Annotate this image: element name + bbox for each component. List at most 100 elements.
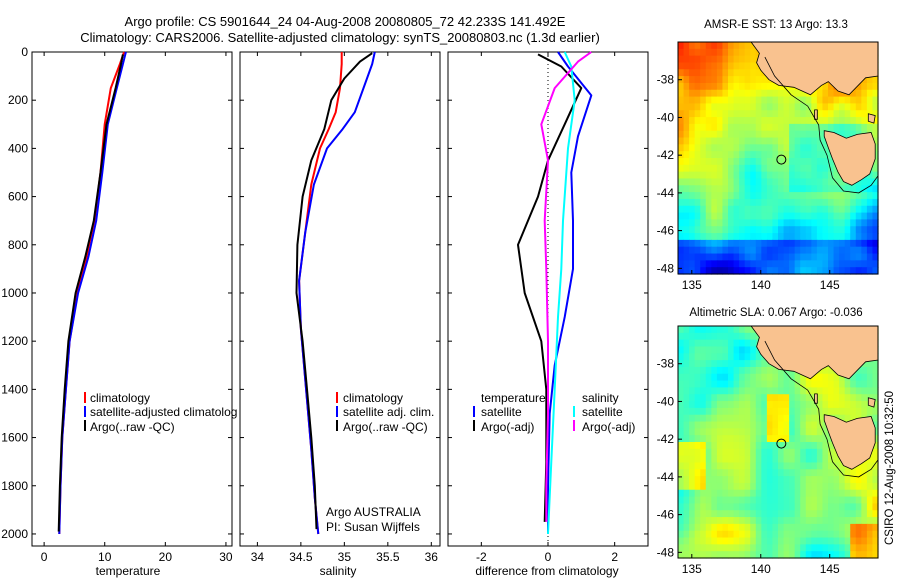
map-cell xyxy=(800,137,807,145)
map-cell xyxy=(689,137,696,145)
map-cell xyxy=(789,523,796,532)
map-cell xyxy=(855,185,862,193)
map-cell xyxy=(839,130,846,139)
map-cell xyxy=(855,530,862,539)
map-cell xyxy=(872,219,879,227)
map-cell xyxy=(861,253,868,261)
map-cell xyxy=(778,503,785,511)
map-cell xyxy=(744,421,751,429)
legend-label-satellite: satellite adj. clim. xyxy=(343,405,434,419)
legend-label-satellite: satellite-adjusted climatolog xyxy=(90,405,237,419)
y-tick-label: 1400 xyxy=(1,382,28,396)
map-cell xyxy=(872,360,879,368)
temperature-axes-frame xyxy=(31,51,233,547)
map-cell xyxy=(678,476,685,484)
difference-legend: temperature satellite Argo(-adj) salinit… xyxy=(473,391,635,434)
map-cell xyxy=(711,523,718,532)
map-cell xyxy=(761,551,768,559)
map-cell xyxy=(700,144,707,152)
map-cell xyxy=(844,476,851,484)
map-cell xyxy=(683,387,690,395)
map-cell xyxy=(739,421,746,429)
map-cell xyxy=(783,192,790,200)
map-cell xyxy=(716,414,724,423)
map-cell xyxy=(816,226,824,234)
map-cell xyxy=(839,496,846,505)
x-tick-label: 35 xyxy=(338,550,352,564)
map-cell xyxy=(683,442,690,450)
map-cell xyxy=(778,226,785,234)
map-cell xyxy=(872,476,879,484)
map-cell xyxy=(744,82,751,91)
map-cell xyxy=(850,130,857,139)
series-line-satellite-adj-clim xyxy=(298,51,376,535)
y-tick-label: -38 xyxy=(657,357,675,371)
map-cell xyxy=(805,233,812,241)
map-cell xyxy=(722,353,729,361)
map-cell xyxy=(811,96,818,105)
map-cell xyxy=(872,401,879,409)
map-cell xyxy=(733,551,740,559)
map-cell xyxy=(744,267,751,275)
map-cell xyxy=(866,239,874,248)
map-cell xyxy=(711,246,718,255)
map-cell xyxy=(689,510,696,518)
temperature-panel: 0 10 20 30020040060080010001200140016001800… xyxy=(1,45,237,578)
map-cell xyxy=(678,421,685,429)
map-cell xyxy=(705,96,712,105)
map-cell xyxy=(822,253,829,261)
map-cell xyxy=(705,407,712,416)
map-cell xyxy=(700,517,707,525)
x-tick-label: 135 xyxy=(682,278,702,292)
map-cell xyxy=(733,48,740,57)
map-cell xyxy=(689,123,696,132)
map-cell xyxy=(766,96,774,105)
map-cell xyxy=(761,103,768,111)
map-cell xyxy=(722,510,729,518)
map-cell xyxy=(733,192,740,200)
map-cell xyxy=(716,503,724,511)
x-tick-label: 30 xyxy=(219,550,233,564)
map-cell xyxy=(716,192,724,200)
map-cell xyxy=(689,198,696,207)
map-cell xyxy=(766,489,774,498)
map-cell xyxy=(711,103,718,111)
map-cell xyxy=(778,442,785,450)
map-cell xyxy=(816,110,824,118)
map-cell xyxy=(739,55,746,64)
map-cell xyxy=(833,407,840,416)
map-cell xyxy=(805,226,812,234)
map-cell xyxy=(700,137,707,145)
series-line-salinity-argo-adj xyxy=(540,51,592,522)
map-cell xyxy=(722,428,729,436)
map-cell xyxy=(805,476,812,484)
map-cell xyxy=(750,158,757,166)
map-cell xyxy=(861,239,868,248)
map-cell xyxy=(855,394,862,402)
map-cell xyxy=(716,253,724,261)
map-cell xyxy=(700,544,707,552)
map-cell xyxy=(866,530,874,539)
map-cell xyxy=(689,455,696,464)
map-cell xyxy=(839,253,846,261)
map-cell xyxy=(716,178,724,186)
map-cell xyxy=(694,55,701,64)
map-cell xyxy=(694,62,701,70)
map-cell xyxy=(700,219,707,227)
map-cell xyxy=(733,110,740,118)
map-cell xyxy=(739,496,746,505)
map-cell xyxy=(728,76,735,84)
map-cell xyxy=(722,476,729,484)
map-cell xyxy=(816,455,824,464)
map-cell xyxy=(828,212,835,221)
map-cell xyxy=(694,366,701,375)
map-cell xyxy=(750,489,757,498)
map-cell xyxy=(778,380,785,389)
map-cell xyxy=(811,158,818,166)
map-cell xyxy=(766,503,774,511)
map-cell xyxy=(689,246,696,255)
map-cell xyxy=(833,110,840,118)
map-cell xyxy=(722,253,729,261)
map-cell xyxy=(833,551,840,559)
map-cell xyxy=(694,48,701,57)
